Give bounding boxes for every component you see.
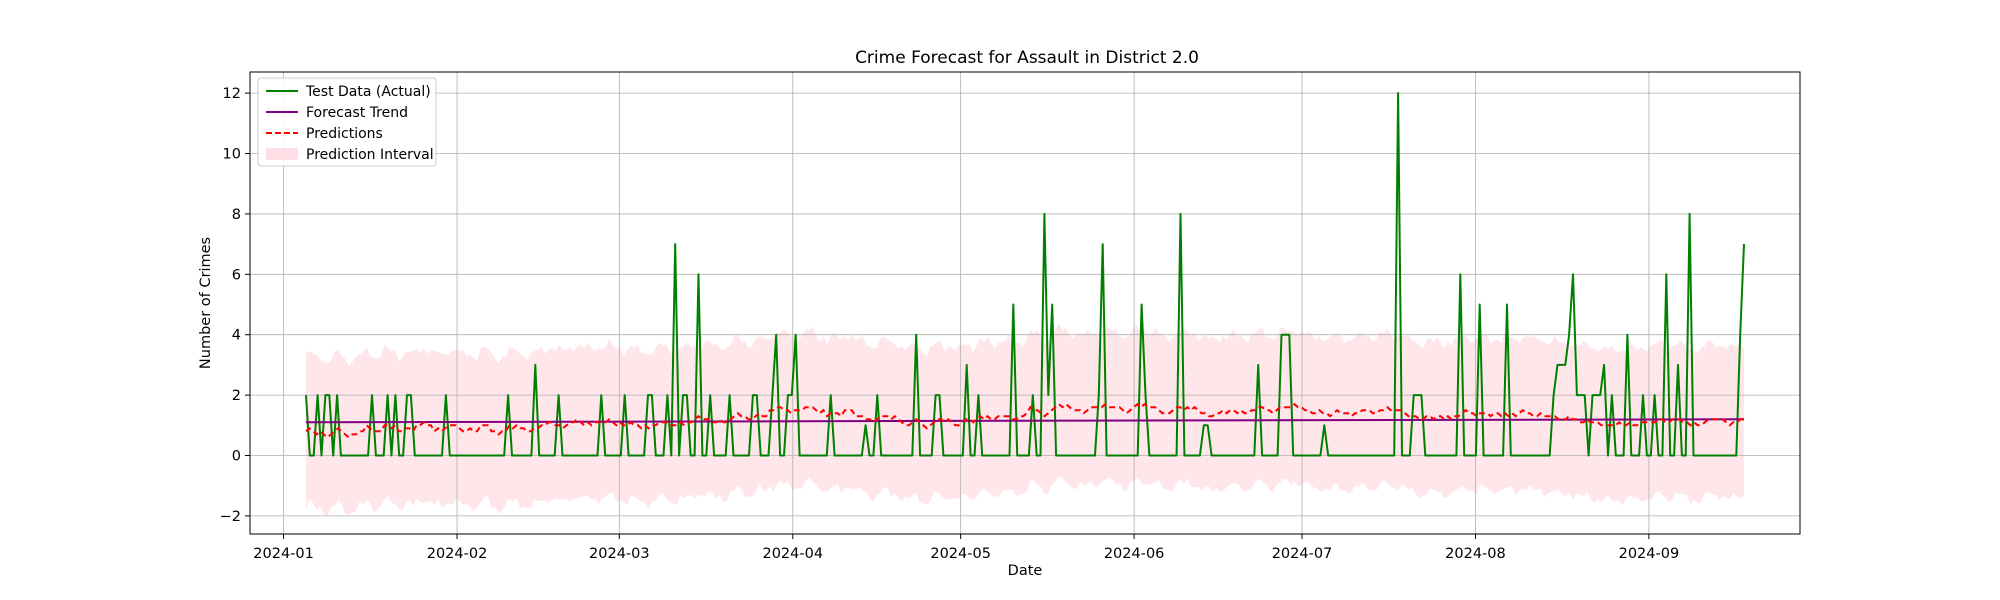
y-tick-label: 6 [232,267,241,283]
x-axis-label: Date [1008,563,1043,579]
x-tick-label: 2024-02 [427,546,488,562]
x-tick-label: 2024-07 [1272,546,1333,562]
y-tick-label: −2 [220,509,241,525]
y-tick-label: 4 [232,328,241,344]
legend-swatch-interval [266,148,298,160]
y-axis-label: Number of Crimes [198,237,214,369]
x-tick-label: 2024-01 [253,546,314,562]
x-tick-label: 2024-06 [1104,546,1165,562]
legend-label: Predictions [306,126,383,142]
y-tick-label: 12 [223,86,241,102]
x-tick-label: 2024-03 [589,546,650,562]
x-tick-label: 2024-04 [762,546,823,562]
legend: Test Data (Actual) Forecast Trend Predicti… [257,77,437,167]
y-tick-label: 2 [232,388,241,404]
plot-frame [249,71,1801,535]
forecast-trend-line [305,418,1745,424]
x-tick-label: 2024-08 [1445,546,1506,562]
legend-label: Forecast Trend [306,105,408,121]
x-tick-label: 2024-09 [1619,546,1680,562]
plot-area: 2024-01 2024-02 2024-03 2024-04 2024-05 2024-… [220,72,1800,562]
x-tick-label: 2024-05 [930,546,991,562]
chart-title: Crime Forecast for Assault in District 2… [855,48,1199,68]
actual-data-line [305,92,1745,457]
y-tick-label: 10 [223,147,241,163]
y-tick-label: 8 [232,207,241,223]
predictions-line [305,402,1744,439]
y-tick-label: 0 [232,448,241,464]
legend-label: Prediction Interval [306,147,434,163]
legend-box [257,77,437,167]
legend-label: Test Data (Actual) [305,84,431,100]
